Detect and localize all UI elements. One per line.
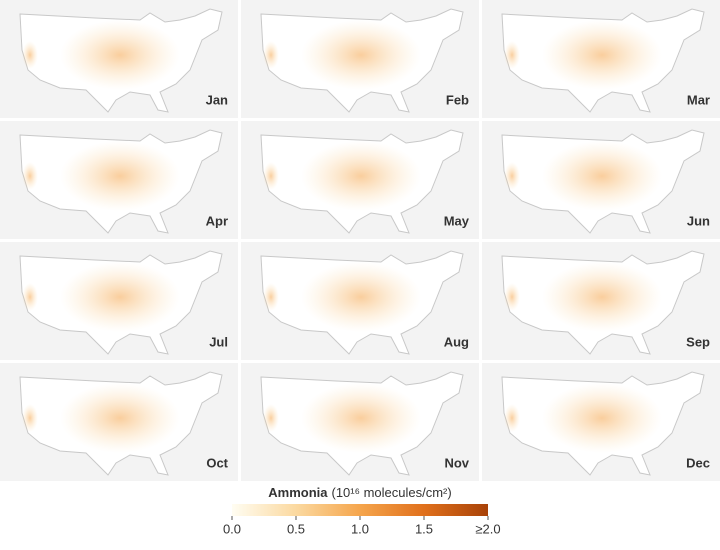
month-label: Apr <box>206 213 228 228</box>
month-label: Jun <box>687 213 710 228</box>
month-label: Jan <box>206 92 228 107</box>
month-label: Nov <box>444 455 469 470</box>
emission-shading <box>60 141 180 211</box>
emission-shading <box>263 404 279 432</box>
map-panel: Jan <box>0 0 238 118</box>
emission-shading <box>263 41 279 69</box>
month-label: Jul <box>209 334 228 349</box>
emission-shading <box>60 383 180 453</box>
emission-shading <box>542 383 662 453</box>
map-panel: May <box>241 121 479 239</box>
map-panel: Jul <box>0 242 238 360</box>
month-label: Dec <box>686 455 710 470</box>
month-label: May <box>444 213 470 228</box>
emission-shading <box>504 283 520 311</box>
colorbar-title: Ammonia (10¹⁶ molecules/cm²) <box>268 485 451 500</box>
emission-shading <box>22 162 38 190</box>
month-label: Oct <box>206 455 228 470</box>
map-panel: Feb <box>241 0 479 118</box>
map-panel: Jun <box>482 121 720 239</box>
map-panel: Sep <box>482 242 720 360</box>
map-panel: Aug <box>241 242 479 360</box>
emission-shading <box>542 141 662 211</box>
emission-shading <box>301 20 421 90</box>
colorbar-tick-label: 1.5 <box>415 521 433 536</box>
month-label: Feb <box>446 92 469 107</box>
emission-shading <box>301 383 421 453</box>
emission-shading <box>301 262 421 332</box>
emission-shading <box>263 283 279 311</box>
emission-shading <box>263 162 279 190</box>
emission-shading <box>60 20 180 90</box>
map-panel: Nov <box>241 363 479 481</box>
colorbar-bar <box>232 504 488 516</box>
emission-shading <box>504 41 520 69</box>
panel-grid: Jan Feb Mar Apr May Jun Jul Aug Sep Oct Nov Dec <box>0 0 720 481</box>
month-label: Sep <box>686 334 710 349</box>
emission-shading <box>542 262 662 332</box>
month-label: Aug <box>444 334 469 349</box>
colorbar-tick-label: 0.0 <box>223 521 241 536</box>
colorbar-tick-label: 1.0 <box>351 521 369 536</box>
map-panel: Apr <box>0 121 238 239</box>
colorbar-units: (10¹⁶ molecules/cm²) <box>332 485 452 500</box>
emission-shading <box>504 162 520 190</box>
map-panel: Dec <box>482 363 720 481</box>
emission-shading <box>22 283 38 311</box>
emission-shading <box>22 404 38 432</box>
emission-shading <box>542 20 662 90</box>
colorbar-tick-label: 0.5 <box>287 521 305 536</box>
map-panel: Oct <box>0 363 238 481</box>
emission-shading <box>301 141 421 211</box>
emission-shading <box>22 41 38 69</box>
month-label: Mar <box>687 92 710 107</box>
colorbar-tick-label: ≥2.0 <box>475 521 500 536</box>
map-panel: Mar <box>482 0 720 118</box>
colorbar: Ammonia (10¹⁶ molecules/cm²) 0.0 0.5 1.0 1.5… <box>223 485 501 536</box>
colorbar-title-main: Ammonia <box>268 485 328 500</box>
emission-shading <box>504 404 520 432</box>
emission-shading <box>60 262 180 332</box>
